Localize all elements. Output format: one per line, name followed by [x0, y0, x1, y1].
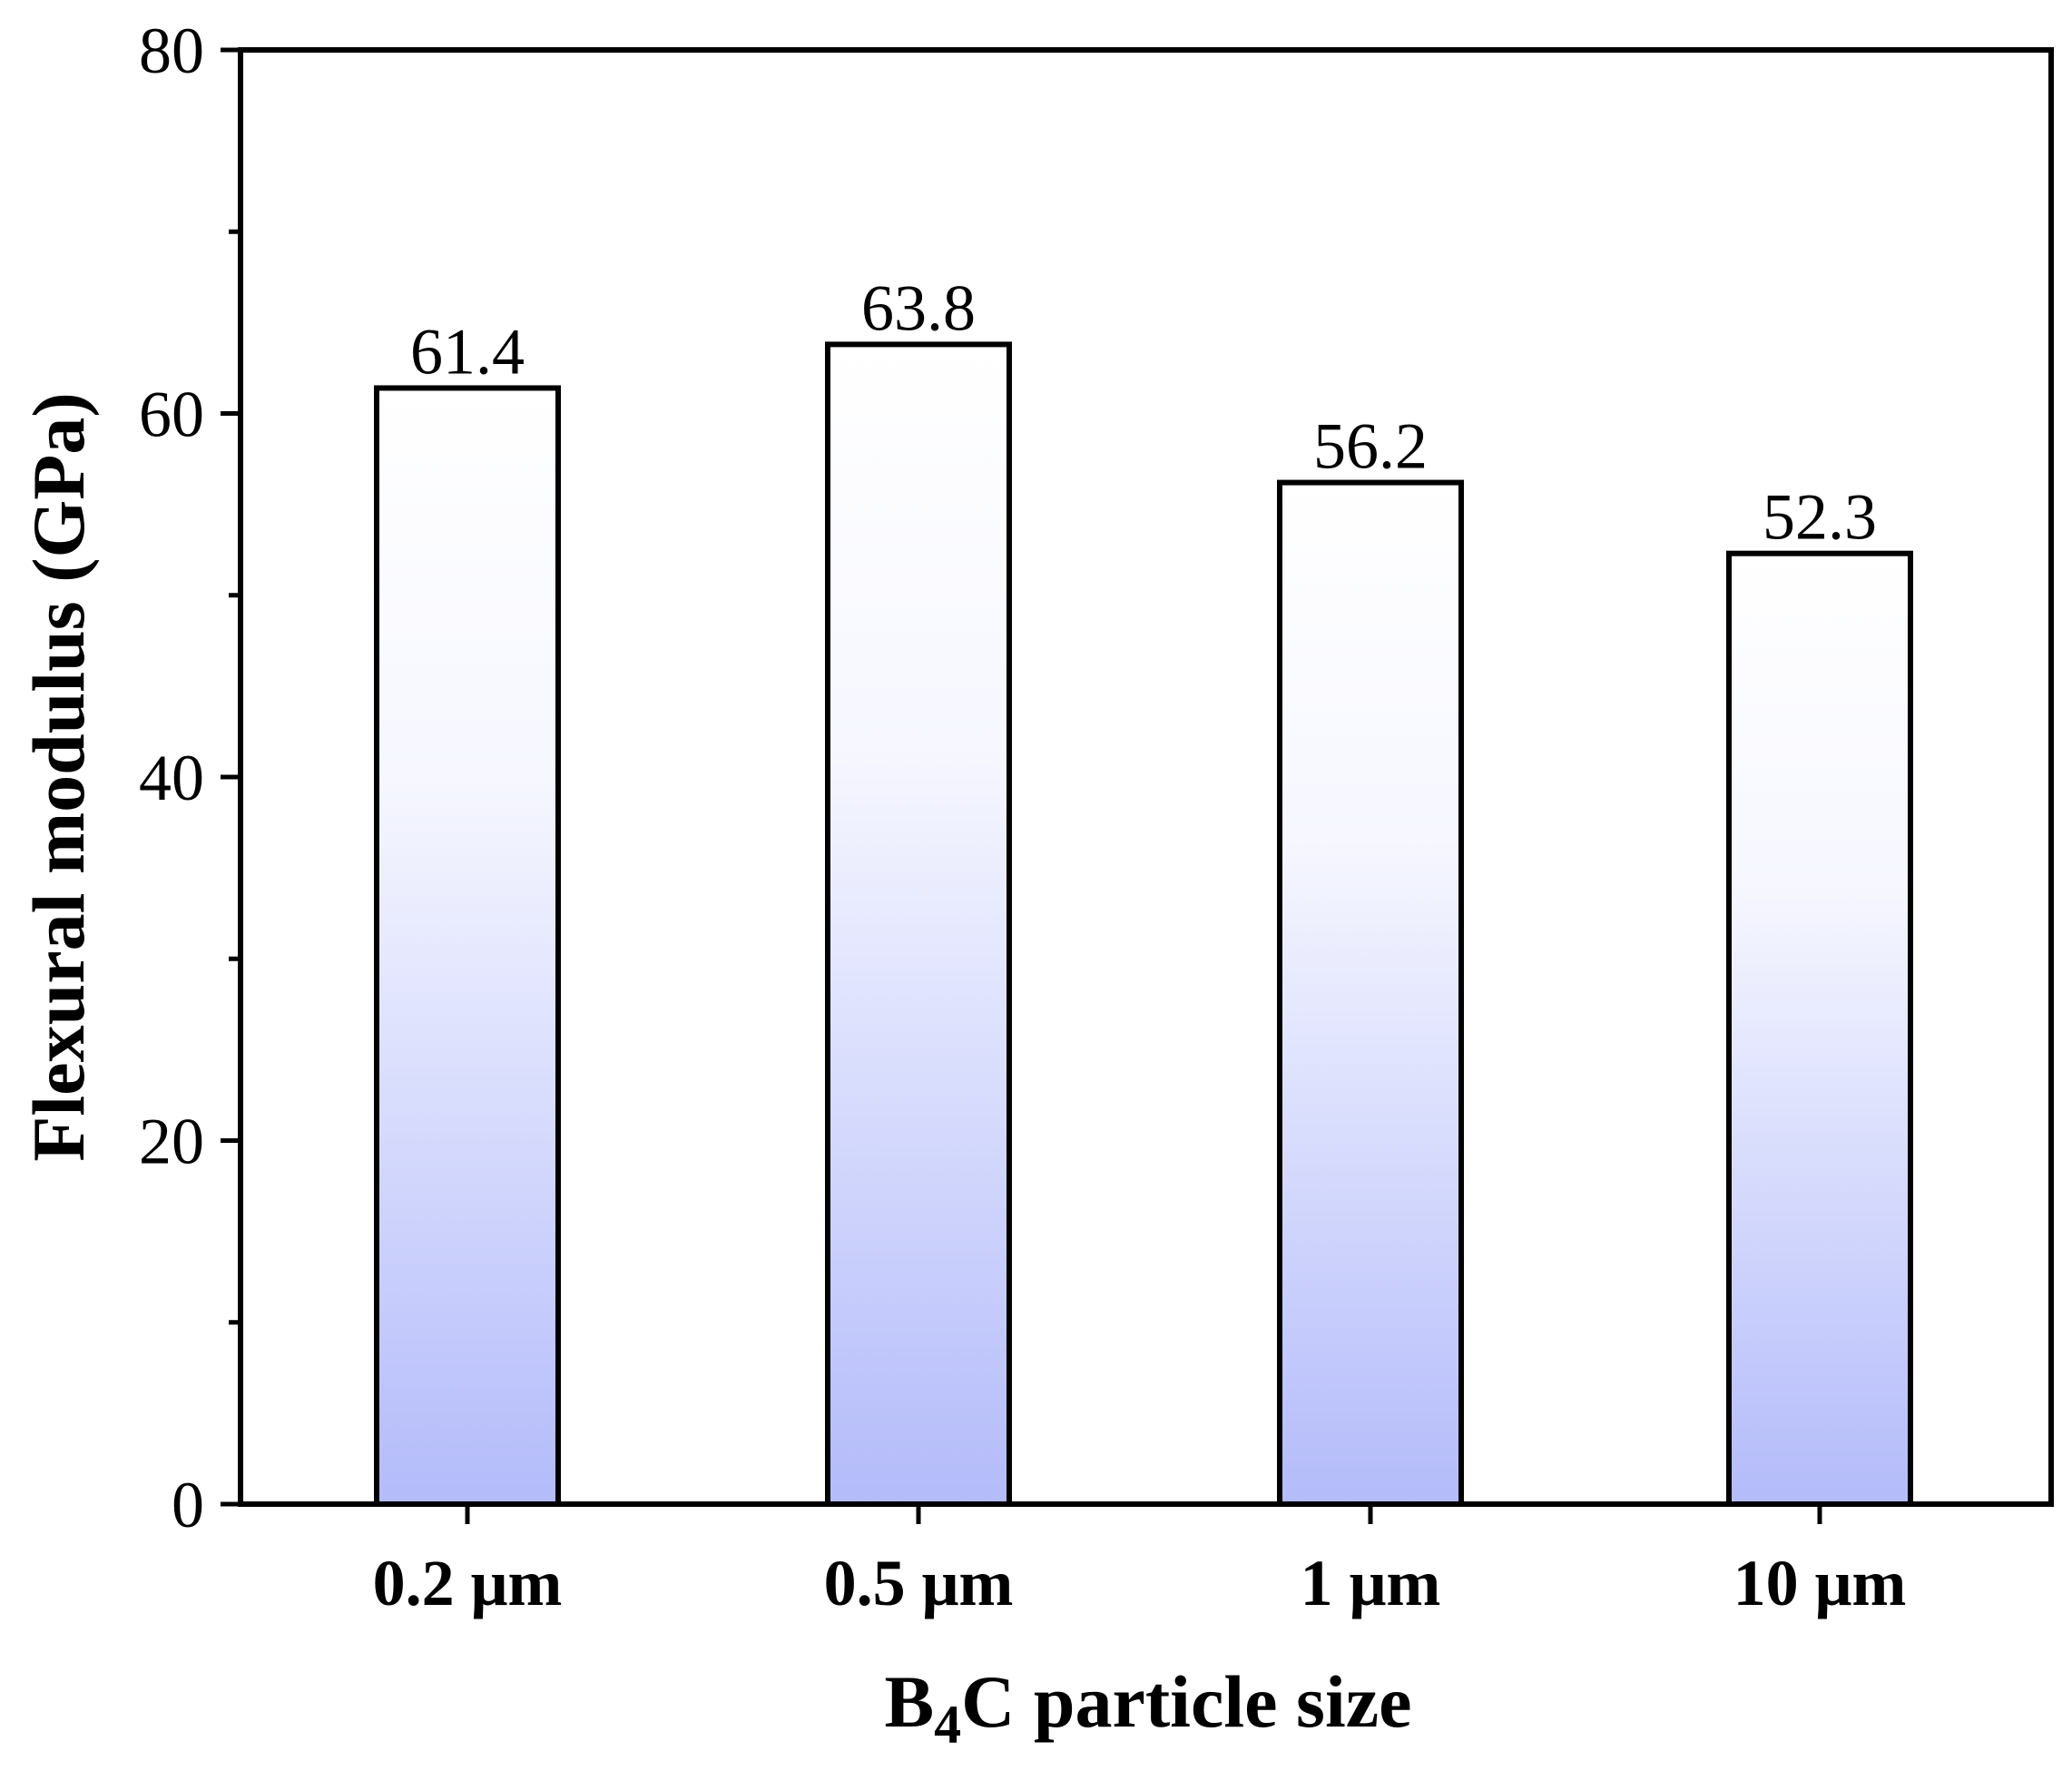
bar-3	[1277, 479, 1464, 1507]
bar-1	[374, 385, 561, 1508]
data-label-1: 61.4	[410, 315, 525, 388]
data-label-4: 52.3	[1763, 481, 1877, 554]
x-tick-label: 1 μm	[1301, 1547, 1441, 1619]
x-tick-label: 0.5 μm	[824, 1547, 1014, 1619]
x-tick-label: 0.2 μm	[373, 1547, 563, 1619]
y-axis-title: Flexural modulus (GPa)	[17, 392, 100, 1161]
y-tick-label: 60	[139, 379, 204, 451]
x-axis: 0.2 μm 0.5 μm 1 μm 10 μm	[373, 1504, 1907, 1619]
bars-layer: 61.4 63.8 56.2 52.3	[374, 271, 1913, 1508]
x-axis-title-subscript: 4	[934, 1695, 961, 1755]
x-axis-title-main: B	[884, 1660, 934, 1743]
bar-2	[825, 341, 1012, 1507]
y-tick-label: 80	[139, 15, 204, 87]
bar-4	[1726, 550, 1913, 1507]
x-axis-title-rest: C particle size	[961, 1660, 1411, 1743]
data-label-3: 56.2	[1313, 410, 1428, 483]
y-tick-label: 20	[139, 1106, 204, 1178]
data-label-2: 63.8	[861, 271, 976, 344]
y-tick-label: 40	[139, 742, 204, 814]
y-axis: 0 20 40 60 80	[139, 15, 241, 1541]
x-tick-label: 10 μm	[1733, 1547, 1907, 1619]
x-axis-title: B4C particle size	[884, 1660, 1411, 1755]
y-tick-label: 0	[172, 1469, 204, 1541]
